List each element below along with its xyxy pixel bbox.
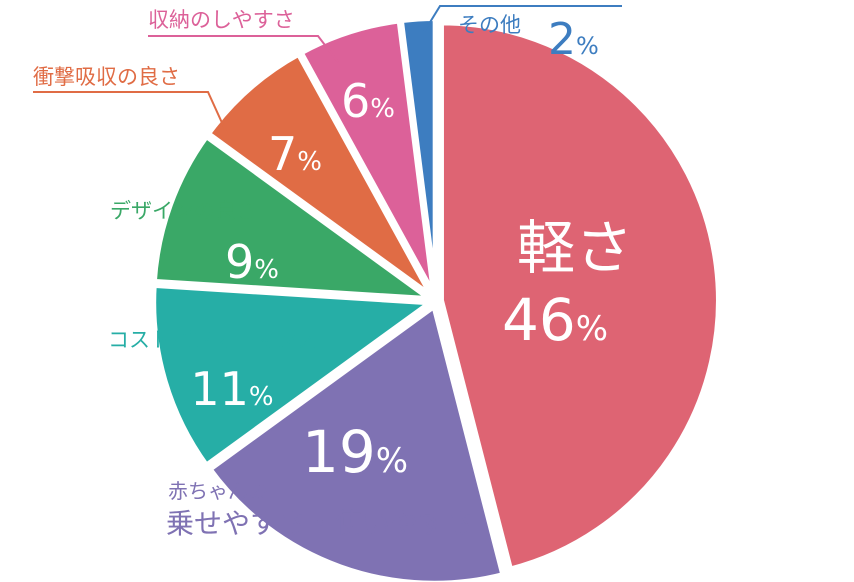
slice-value-design: 9% [225, 235, 279, 289]
slice-label-shock: 衝撃吸収の良さ [33, 65, 180, 89]
slice-value-other: 2% [548, 14, 599, 65]
pie-slice-other [397, 15, 439, 297]
pie-slice-karusa [437, 19, 722, 574]
pie-slice-shock [203, 49, 436, 300]
slice-value-norase: 19% [302, 418, 408, 486]
slice-label-storage: 収納のしやすさ [148, 8, 295, 32]
leader-line-storage [148, 35, 339, 63]
slice-label-other: その他 [458, 13, 521, 37]
pie-slice-design [150, 131, 442, 303]
leader-line-other [423, 5, 622, 33]
slice-value-storage: 6% [341, 74, 395, 128]
leader-line-shock [33, 91, 229, 137]
slice-label-norase-line2: 乗せやすさ・使いやすさ [166, 507, 474, 540]
slice-value-karusa: 46% [502, 286, 608, 354]
slice-label-norase-line1: 赤ちゃんの [168, 479, 268, 503]
slice-value-shock: 7% [268, 127, 322, 181]
slice-label-design: デザインの良さ [110, 199, 257, 223]
pie-slice-cost [150, 281, 440, 470]
slice-value-cost: 11% [190, 362, 273, 416]
slice-label-karusa: 軽さ [517, 214, 633, 282]
slice-label-cost: コストパフォーマンス [108, 328, 318, 352]
pie-slices [150, 15, 722, 582]
